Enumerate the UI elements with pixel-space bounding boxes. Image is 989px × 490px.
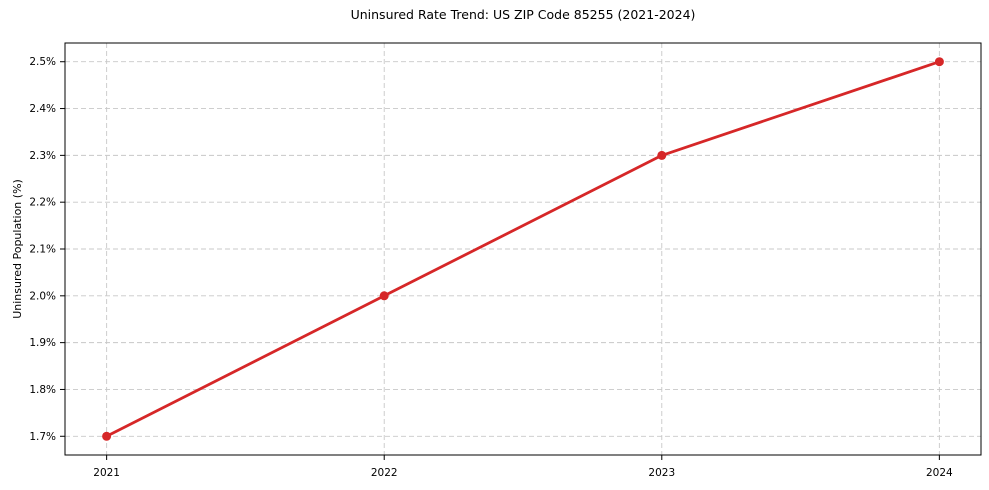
y-tick-label: 2.2% (29, 197, 56, 209)
x-tick-label: 2023 (648, 467, 675, 479)
y-tick-label: 2.4% (29, 103, 56, 115)
data-point-marker (379, 291, 389, 301)
y-tick-label: 2.1% (29, 244, 56, 256)
gridlines (65, 43, 981, 455)
chart-title: Uninsured Rate Trend: US ZIP Code 85255 … (351, 7, 696, 22)
x-tick-label: 2022 (371, 467, 398, 479)
series-layer (102, 57, 944, 441)
x-tick-label: 2021 (93, 467, 120, 479)
y-tick-labels: 1.7% 1.8% 1.9% 2.0% 2.1% 2.2% 2.3% 2.4% 2.5% (29, 56, 56, 443)
data-point-marker (102, 431, 112, 441)
y-tick-label: 1.8% (29, 384, 56, 396)
y-axis-label: Uninsured Population (%) (11, 179, 24, 319)
x-tick-label: 2024 (926, 467, 953, 479)
y-tick-label: 1.7% (29, 431, 56, 443)
y-tick-label: 2.3% (29, 150, 56, 162)
x-tick-labels: 2021 2022 2023 2024 (93, 467, 953, 479)
y-tick-label: 2.5% (29, 56, 56, 68)
data-point-marker (934, 57, 944, 67)
data-point-marker (657, 150, 667, 160)
plot-area-border (64, 42, 982, 456)
trend-line (105, 60, 941, 438)
y-tick-label: 2.0% (29, 290, 56, 302)
axis-ticks (60, 61, 940, 460)
y-tick-label: 1.9% (29, 337, 56, 349)
